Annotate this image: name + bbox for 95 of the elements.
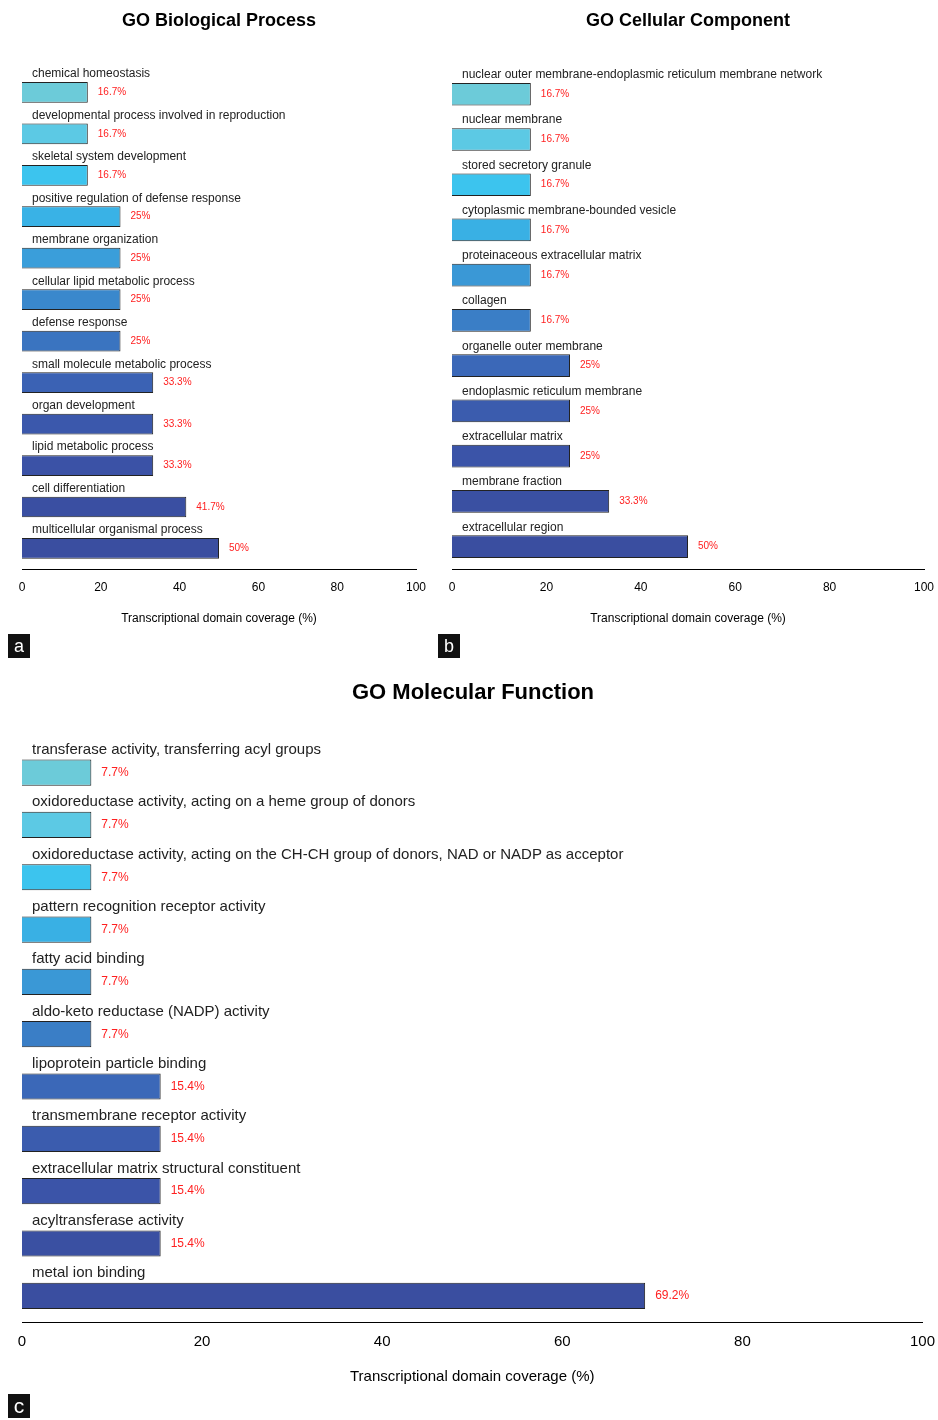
- data-label: 7.7%: [101, 869, 130, 884]
- x-tick-label: 80: [734, 1332, 751, 1350]
- data-label: 7.7%: [101, 921, 130, 936]
- data-label: 25%: [580, 359, 601, 371]
- chart-title: GO Cellular Component: [585, 9, 791, 30]
- text: a: [13, 635, 25, 656]
- y-tick-label: stored secretory granule: [462, 157, 592, 172]
- data-label: 15.4%: [170, 1078, 206, 1093]
- text: b: [443, 635, 455, 656]
- data-label: 16.7%: [540, 223, 570, 235]
- data-label: 33.3%: [163, 376, 192, 388]
- data-label: 25%: [130, 334, 151, 346]
- data-label: 15.4%: [170, 1183, 206, 1198]
- x-tick-label: 0: [17, 1332, 27, 1350]
- y-tick-label: chemical homeostasis: [32, 66, 151, 81]
- x-tick-label: 20: [94, 579, 108, 594]
- y-tick-label: small molecule metabolic process: [32, 356, 212, 371]
- y-tick-label: oxidoreductase activity, acting on the CH-CH group of donors, NAD or NADP as acceptor: [32, 844, 624, 862]
- data-label: 33.3%: [163, 459, 192, 471]
- x-tick-label: 0: [18, 579, 26, 594]
- y-tick-label: collagen: [462, 293, 507, 308]
- y-tick-label: lipid metabolic process: [32, 439, 154, 454]
- x-tick-label: 100: [909, 1332, 935, 1350]
- y-tick-label: oxidoreductase activity, acting on a heme group of donors: [32, 792, 416, 810]
- data-label: 25%: [580, 449, 601, 461]
- data-label: 50%: [698, 540, 719, 552]
- data-label: 16.7%: [540, 178, 570, 190]
- y-tick-label: nuclear membrane: [462, 112, 563, 127]
- x-axis-title: Transcriptional domain coverage (%): [349, 1367, 595, 1385]
- data-label: 69.2%: [655, 1288, 690, 1303]
- y-tick-label: cellular lipid metabolic process: [32, 273, 195, 288]
- data-label: 25%: [580, 404, 601, 416]
- data-label: 7.7%: [101, 764, 130, 779]
- text: c: [13, 1393, 25, 1417]
- y-tick-label: cell differentiation: [32, 480, 126, 495]
- data-label: 7.7%: [101, 974, 130, 989]
- y-tick-label: metal ion binding: [32, 1263, 146, 1281]
- y-tick-label: positive regulation of defense response: [32, 190, 242, 205]
- y-tick-label: acyltransferase activity: [32, 1211, 185, 1229]
- x-tick-label: 60: [553, 1332, 571, 1350]
- chart-title: GO Molecular Function: [351, 679, 595, 705]
- data-label: 50%: [229, 542, 250, 554]
- data-label: 16.7%: [97, 127, 127, 139]
- data-label: 7.7%: [101, 1026, 130, 1041]
- x-tick-label: 80: [822, 579, 837, 594]
- y-tick-label: membrane organization: [32, 232, 159, 247]
- x-tick-label: 20: [539, 579, 554, 594]
- x-axis-title: Transcriptional domain coverage (%): [590, 611, 786, 626]
- data-label: 16.7%: [540, 87, 570, 99]
- y-tick-label: membrane fraction: [462, 474, 563, 489]
- x-tick-label: 20: [193, 1332, 211, 1350]
- y-tick-label: lipoprotein particle binding: [32, 1054, 207, 1072]
- y-tick-label: defense response: [32, 315, 128, 330]
- data-label: 15.4%: [170, 1235, 206, 1250]
- data-label: 16.7%: [97, 169, 127, 181]
- y-tick-label: organ development: [32, 398, 136, 413]
- data-label: 33.3%: [619, 495, 648, 507]
- y-tick-label: transferase activity, transferring acyl groups: [32, 740, 322, 758]
- y-tick-label: transmembrane receptor activity: [32, 1106, 247, 1124]
- y-tick-label: developmental process involved in reproduction: [32, 107, 286, 122]
- y-tick-label: endoplasmic reticulum membrane: [462, 383, 643, 398]
- y-tick-label: cytoplasmic membrane-bounded vesicle: [462, 202, 677, 217]
- data-label: 7.7%: [101, 817, 130, 832]
- data-label: 16.7%: [540, 268, 570, 280]
- data-label: 16.7%: [540, 314, 570, 326]
- y-tick-label: skeletal system development: [32, 149, 187, 164]
- y-tick-label: organelle outer membrane: [462, 338, 604, 353]
- x-tick-label: 40: [172, 579, 187, 594]
- data-label: 16.7%: [540, 133, 570, 145]
- chart-title: GO Biological Process: [121, 9, 317, 30]
- y-tick-label: multicellular organismal process: [32, 522, 203, 537]
- y-tick-label: proteinaceous extracellular matrix: [462, 248, 642, 263]
- x-tick-label: 0: [448, 579, 456, 594]
- y-tick-label: aldo-keto reductase (NADP) activity: [32, 1001, 271, 1019]
- x-tick-label: 40: [634, 579, 648, 594]
- y-tick-label: extracellular matrix structural constituent: [32, 1158, 302, 1176]
- y-tick-label: extracellular matrix: [462, 429, 563, 444]
- data-label: 41.7%: [196, 500, 225, 512]
- x-tick-label: 60: [251, 579, 266, 594]
- x-tick-label: 40: [373, 1332, 391, 1350]
- data-label: 33.3%: [163, 417, 192, 429]
- y-tick-label: fatty acid binding: [32, 949, 145, 967]
- x-tick-label: 80: [330, 579, 345, 594]
- data-label: 16.7%: [97, 86, 127, 98]
- data-label: 25%: [130, 293, 151, 305]
- x-axis-title: Transcriptional domain coverage (%): [121, 611, 317, 626]
- y-tick-label: nuclear outer membrane-endoplasmic reticulum membrane network: [462, 67, 824, 82]
- y-tick-label: pattern recognition receptor activity: [32, 897, 266, 915]
- data-label: 25%: [130, 251, 151, 263]
- x-tick-label: 100: [913, 579, 935, 594]
- y-tick-label: extracellular region: [462, 519, 564, 534]
- data-label: 15.4%: [170, 1131, 206, 1146]
- x-tick-label: 60: [728, 579, 743, 594]
- x-tick-label: 100: [405, 579, 427, 594]
- data-label: 25%: [130, 210, 151, 222]
